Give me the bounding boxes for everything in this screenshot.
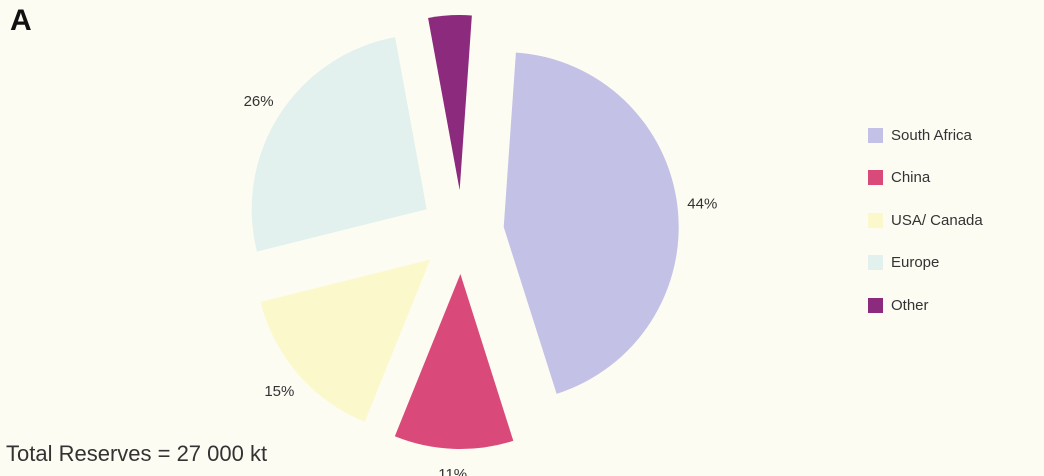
legend-item: Europe [868,252,983,274]
total-reserves-text: Total Reserves = 27 000 kt [6,441,268,466]
pie-slice-south-africa [503,52,679,394]
pie-slice-china [394,273,514,449]
pie-slice-europe [251,37,427,252]
pie-slice-usa-canada [260,259,431,422]
pie-value-label: 11% [438,466,467,476]
legend-swatch [868,170,883,185]
legend-label: Europe [891,254,940,271]
legend-item: Other [868,294,983,316]
pie-slices [251,15,679,449]
legend-item: USA/ Canada [868,209,983,231]
legend-item: China [868,167,983,189]
pie-slice-other [428,15,472,191]
pie-value-label: 44% [687,195,717,212]
legend-label: China [891,169,931,186]
legend-swatch [868,297,883,313]
legend-label: South Africa [891,126,972,144]
legend-swatch [868,255,883,270]
pie-value-label: 26% [244,93,274,110]
legend-swatch [868,212,883,228]
pie-value-label: 15% [264,383,294,400]
legend-label: Other [891,296,929,314]
panel-label: A [10,4,32,37]
pie-value-labels: 44%11%15%26%4% [244,93,718,476]
legend-swatch [868,127,883,143]
legend: South Africa China USA/ Canada Europe Other [868,124,983,337]
legend-item: South Africa [868,124,983,146]
legend-label: USA/ Canada [891,211,983,229]
